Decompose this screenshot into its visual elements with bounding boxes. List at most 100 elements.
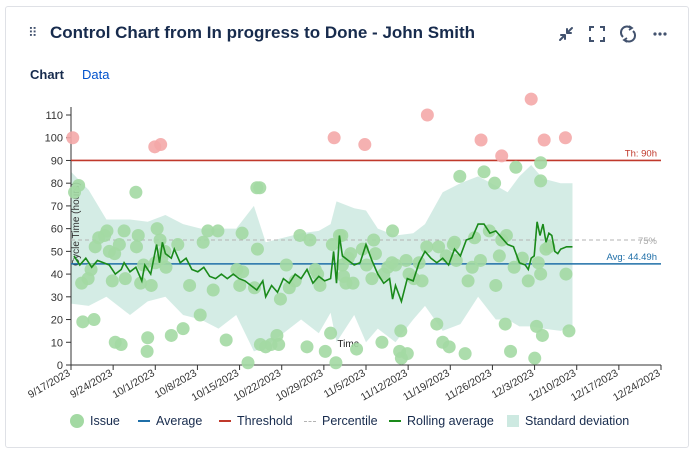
issue-point[interactable] xyxy=(141,331,155,345)
issue-point[interactable] xyxy=(400,347,414,361)
issue-point[interactable] xyxy=(368,247,382,261)
issue-point[interactable] xyxy=(134,276,148,290)
issue-point-over-threshold[interactable] xyxy=(537,133,551,147)
issue-point-over-threshold[interactable] xyxy=(154,138,168,152)
issue-point[interactable] xyxy=(313,278,327,292)
issue-point[interactable] xyxy=(442,340,456,354)
tab-chart[interactable]: Chart xyxy=(30,67,64,82)
fullscreen-icon[interactable] xyxy=(586,23,608,45)
issue-point-over-threshold[interactable] xyxy=(66,131,80,145)
issue-point[interactable] xyxy=(153,233,167,247)
issue-point[interactable] xyxy=(233,278,247,292)
issue-point[interactable] xyxy=(499,228,513,242)
issue-point[interactable] xyxy=(114,338,128,352)
issue-point[interactable] xyxy=(272,338,286,352)
legend-issue[interactable]: Issue xyxy=(70,411,120,431)
issue-point[interactable] xyxy=(448,235,461,249)
issue-point[interactable] xyxy=(76,315,90,329)
issue-point[interactable] xyxy=(365,272,379,286)
refresh-icon[interactable] xyxy=(617,23,639,45)
issue-point[interactable] xyxy=(367,233,381,247)
issue-point[interactable] xyxy=(504,344,518,358)
issue-point[interactable] xyxy=(498,317,512,331)
issue-point[interactable] xyxy=(535,328,549,342)
issue-point[interactable] xyxy=(562,324,576,338)
issue-point[interactable] xyxy=(534,267,548,281)
issue-point[interactable] xyxy=(241,356,255,370)
issue-point[interactable] xyxy=(300,340,314,354)
issue-point[interactable] xyxy=(273,292,287,306)
issue-point[interactable] xyxy=(325,238,339,252)
issue-point[interactable] xyxy=(164,328,178,342)
issue-point[interactable] xyxy=(117,224,131,238)
issue-point[interactable] xyxy=(206,283,220,297)
legend-percentile[interactable]: Percentile xyxy=(304,411,378,431)
issue-point[interactable] xyxy=(507,260,521,274)
legend-stddev[interactable]: Standard deviation xyxy=(507,411,629,431)
issue-point[interactable] xyxy=(346,276,360,290)
issue-point[interactable] xyxy=(350,342,364,356)
issue-point[interactable] xyxy=(140,344,154,358)
issue-point-over-threshold[interactable] xyxy=(327,131,341,145)
issue-point[interactable] xyxy=(159,260,173,274)
issue-point[interactable] xyxy=(87,313,101,327)
issue-point[interactable] xyxy=(528,351,542,365)
issue-point-over-threshold[interactable] xyxy=(524,92,538,106)
issue-point[interactable] xyxy=(521,274,535,288)
issue-point[interactable] xyxy=(105,274,119,288)
issue-point[interactable] xyxy=(461,274,475,288)
issue-point[interactable] xyxy=(235,226,249,240)
more-icon[interactable] xyxy=(649,23,671,45)
issue-point[interactable] xyxy=(389,258,402,272)
issue-point[interactable] xyxy=(303,233,317,247)
issue-point[interactable] xyxy=(432,240,446,254)
issue-point[interactable] xyxy=(150,222,164,236)
issue-point[interactable] xyxy=(68,185,82,199)
legend-threshold[interactable]: Threshold xyxy=(219,411,293,431)
issue-point[interactable] xyxy=(201,224,215,238)
minimize-icon[interactable] xyxy=(555,23,577,45)
issue-point[interactable] xyxy=(193,308,207,322)
issue-point[interactable] xyxy=(458,347,472,361)
issue-point[interactable] xyxy=(211,224,225,238)
issue-point[interactable] xyxy=(489,278,503,292)
issue-point[interactable] xyxy=(477,165,491,179)
issue-point[interactable] xyxy=(324,326,338,340)
legend-average[interactable]: Average xyxy=(138,411,202,431)
issue-point[interactable] xyxy=(131,228,145,242)
issue-point[interactable] xyxy=(318,344,332,358)
legend-rolling-average[interactable]: Rolling average xyxy=(389,411,494,431)
issue-point-over-threshold[interactable] xyxy=(358,138,372,152)
issue-point[interactable] xyxy=(415,274,429,288)
tab-data[interactable]: Data xyxy=(82,67,110,82)
issue-point[interactable] xyxy=(492,249,506,263)
issue-point[interactable] xyxy=(183,278,197,292)
issue-point[interactable] xyxy=(176,322,190,336)
issue-point[interactable] xyxy=(250,242,264,256)
issue-point[interactable] xyxy=(360,258,374,272)
issue-point-over-threshold[interactable] xyxy=(474,133,488,147)
issue-point[interactable] xyxy=(386,224,400,238)
issue-point-over-threshold[interactable] xyxy=(420,108,434,122)
issue-point[interactable] xyxy=(420,240,434,254)
issue-point[interactable] xyxy=(279,258,293,272)
issue-point[interactable] xyxy=(100,224,114,238)
issue-point[interactable] xyxy=(329,356,343,370)
issue-point[interactable] xyxy=(453,169,467,183)
issue-point[interactable] xyxy=(531,256,545,270)
issue-point[interactable] xyxy=(534,156,548,170)
issue-point[interactable] xyxy=(559,267,573,281)
issue-point[interactable] xyxy=(196,235,210,249)
issue-point[interactable] xyxy=(171,238,185,252)
issue-point[interactable] xyxy=(253,181,267,195)
issue-point[interactable] xyxy=(344,247,358,261)
issue-point-over-threshold[interactable] xyxy=(558,131,572,145)
issue-point[interactable] xyxy=(375,335,389,349)
issue-point[interactable] xyxy=(144,278,158,292)
issue-point[interactable] xyxy=(129,240,143,254)
issue-point[interactable] xyxy=(118,272,132,286)
drag-handle-icon[interactable]: ⠿ xyxy=(28,25,38,40)
issue-point[interactable] xyxy=(293,228,307,242)
issue-point[interactable] xyxy=(236,265,250,279)
issue-point[interactable] xyxy=(129,185,143,199)
